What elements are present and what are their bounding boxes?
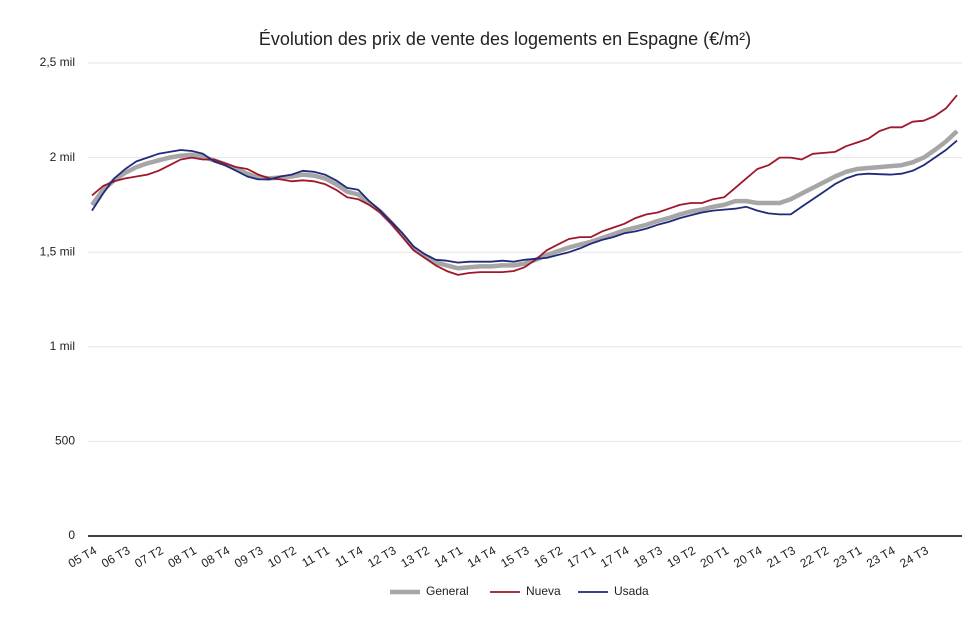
x-tick-label: 19 T2 — [665, 543, 699, 571]
x-tick-label: 16 T2 — [531, 543, 565, 571]
line-series — [91, 94, 958, 276]
legend-label: Nueva — [526, 584, 561, 598]
x-tick-label: 12 T3 — [365, 543, 399, 571]
x-tick-label: 10 T2 — [265, 543, 299, 571]
line-series — [91, 139, 958, 264]
x-tick-label: 13 T2 — [398, 543, 432, 571]
x-tick-label: 24 T3 — [897, 543, 931, 571]
x-tick-label: 14 T4 — [465, 543, 499, 571]
x-tick-label: 18 T3 — [631, 543, 665, 571]
legend-label: Usada — [614, 584, 649, 598]
x-tick-label: 23 T1 — [831, 543, 865, 571]
x-tick-label: 09 T3 — [232, 543, 266, 571]
x-tick-label: 23 T4 — [864, 543, 898, 571]
y-tick-label: 500 — [55, 434, 75, 448]
x-tick-label: 21 T3 — [764, 543, 798, 571]
x-tick-label: 11 T1 — [299, 543, 332, 570]
x-tick-label: 07 T2 — [132, 543, 166, 571]
x-tick-label: 14 T1 — [432, 543, 466, 571]
x-tick-label: 08 T4 — [199, 543, 233, 571]
x-tick-label: 11 T4 — [333, 543, 366, 570]
y-tick-label: 1,5 mil — [40, 244, 75, 258]
x-tick-label: 17 T1 — [565, 543, 599, 571]
x-tick-label: 17 T4 — [598, 543, 632, 571]
x-tick-label: 06 T3 — [99, 543, 133, 571]
x-tick-label: 08 T1 — [166, 543, 200, 571]
y-tick-label: 1 mil — [50, 339, 75, 353]
x-tick-label: 20 T1 — [698, 543, 732, 571]
x-tick-label: 22 T2 — [798, 543, 832, 571]
x-tick-label: 20 T4 — [731, 543, 765, 571]
line-series — [90, 129, 959, 271]
x-tick-label: 15 T3 — [498, 543, 532, 571]
chart-title: Évolution des prix de vente des logement… — [259, 29, 751, 49]
x-tick-label: 05 T4 — [66, 543, 100, 571]
y-tick-label: 2,5 mil — [40, 55, 75, 69]
y-tick-label: 2 mil — [50, 150, 75, 164]
legend-label: General — [426, 584, 469, 598]
y-tick-label: 0 — [68, 528, 75, 542]
